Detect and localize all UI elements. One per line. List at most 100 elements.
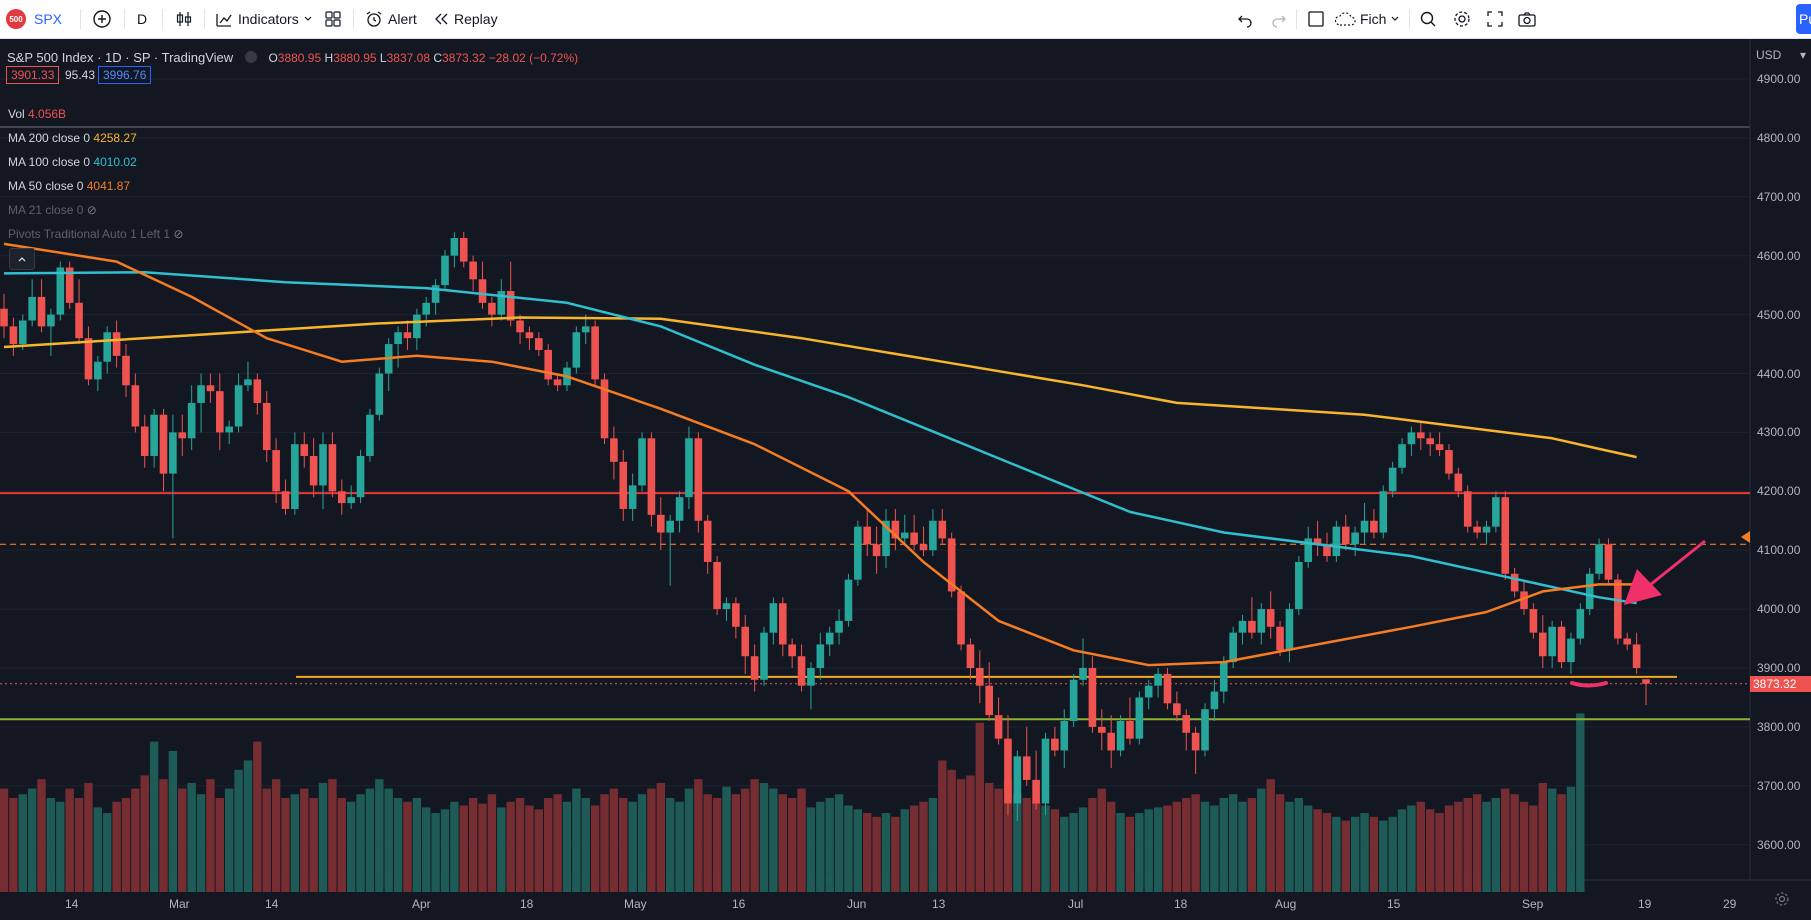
candle-body — [900, 532, 909, 539]
layout-select-button[interactable] — [1307, 0, 1325, 38]
volume-bar — [403, 801, 412, 892]
ma21-legend[interactable]: MA 21 close 0 ⊘ — [8, 203, 97, 217]
close-value: 3873.32 — [442, 51, 486, 65]
candle-body — [1238, 620, 1247, 633]
volume-legend[interactable]: Vol 4.056B — [8, 107, 66, 121]
candle-body — [619, 461, 628, 509]
volume-bar — [46, 798, 56, 892]
time-tick-label: 18 — [1174, 897, 1188, 911]
redo-button[interactable] — [1270, 0, 1288, 38]
publish-button[interactable]: Pu — [1796, 4, 1811, 34]
volume-bar — [647, 788, 656, 892]
pivots-legend[interactable]: Pivots Traditional Auto 1 Left 1 ⊘ — [8, 227, 184, 241]
candle-body — [37, 296, 46, 327]
sell-price[interactable]: 3901.33 — [6, 66, 60, 84]
replay-button[interactable]: Replay — [432, 0, 498, 38]
volume-bar — [515, 798, 525, 892]
volume-bar — [1360, 813, 1369, 892]
undo-button[interactable] — [1236, 0, 1254, 38]
price-tick-label: 4700.00 — [1757, 189, 1801, 204]
volume-bar — [412, 798, 422, 892]
volume-bar — [1435, 813, 1444, 892]
ma200-legend[interactable]: MA 200 close 0 4258.27 — [8, 131, 137, 145]
open-value: 3880.95 — [277, 51, 322, 65]
volume-bar — [18, 794, 27, 892]
fullscreen-button[interactable] — [1486, 0, 1504, 38]
volume-bar — [600, 794, 609, 892]
collapse-legend-button[interactable] — [9, 248, 35, 270]
candle-body — [882, 520, 890, 557]
buy-price[interactable]: 3996.76 — [98, 66, 152, 84]
volume-bar — [1078, 807, 1088, 892]
volume-bar — [881, 813, 891, 892]
volume-bar — [1407, 805, 1416, 892]
volume-bar — [628, 801, 637, 892]
templates-button[interactable] — [324, 0, 342, 38]
moving-average-line — [3, 242, 1637, 667]
candle-body — [112, 332, 121, 356]
save-layout-button[interactable]: Fich — [1334, 0, 1386, 38]
candle-body — [929, 520, 937, 551]
candle-body — [713, 561, 721, 610]
gear-icon — [1454, 11, 1470, 27]
layout-dropdown[interactable] — [1390, 0, 1400, 38]
candle-body — [1520, 591, 1528, 610]
volume-bar — [525, 805, 534, 892]
settings-button[interactable] — [1452, 0, 1472, 38]
candle-body — [450, 238, 459, 256]
ma100-legend[interactable]: MA 100 close 0 4010.02 — [8, 155, 137, 169]
last-price-label: 3873.32 — [1750, 675, 1811, 692]
currency-label[interactable]: USD — [1756, 48, 1782, 62]
volume-bar — [1529, 805, 1538, 892]
candle-body — [1538, 632, 1547, 657]
indicators-label: Indicators — [238, 11, 299, 27]
candle-body — [1417, 432, 1425, 439]
volume-bar — [619, 798, 628, 892]
candle-body — [1435, 444, 1444, 451]
volume-bar — [609, 788, 619, 892]
candle-body — [244, 379, 252, 386]
search-button[interactable] — [1419, 0, 1437, 38]
undo-icon — [1238, 15, 1252, 28]
hide-legend-icon[interactable] — [244, 51, 257, 63]
volume-bar — [741, 788, 750, 892]
interval-button[interactable]: D — [137, 11, 148, 27]
search-icon — [1420, 11, 1436, 27]
candle-body — [1248, 620, 1256, 633]
hidden-eye-icon[interactable]: ⊘ — [86, 203, 97, 217]
candle-body — [1567, 638, 1575, 663]
price-chart[interactable] — [0, 39, 1811, 920]
symbol-title[interactable]: S&P 500 Index · 1D · SP · TradingView — [7, 50, 234, 65]
candle-body — [1614, 579, 1622, 639]
volume-bar — [1557, 794, 1566, 892]
candle-body — [1482, 526, 1491, 533]
volume-bar — [928, 798, 938, 892]
axis-settings-button[interactable] — [1774, 891, 1790, 910]
volume-bar — [544, 798, 553, 892]
candle-body — [131, 385, 140, 427]
chevron-down-icon[interactable]: ▾ — [1800, 48, 1807, 62]
hidden-eye-icon[interactable]: ⊘ — [173, 227, 184, 241]
indicators-button[interactable]: Indicators — [214, 0, 299, 38]
indicators-dropdown[interactable] — [303, 0, 313, 38]
chart-type-button[interactable] — [174, 0, 194, 38]
alert-button[interactable]: Alert — [364, 0, 417, 38]
volume-bar — [1191, 794, 1200, 892]
volume-bar — [844, 805, 853, 892]
candle-body — [1642, 679, 1650, 684]
candle-body — [1004, 738, 1012, 804]
candle-body — [1426, 438, 1434, 445]
candle-body — [1548, 626, 1556, 657]
ma50-legend[interactable]: MA 50 close 0 4041.87 — [8, 179, 130, 193]
vol-value: 4.056B — [28, 107, 67, 121]
gear-icon — [1775, 892, 1789, 906]
candle-body — [516, 320, 524, 333]
volume-bar — [853, 809, 863, 892]
layout-name: Fich — [1360, 11, 1387, 27]
symbol-search[interactable]: 500 SPX — [6, 0, 62, 38]
snapshot-button[interactable] — [1517, 0, 1537, 38]
compare-button[interactable] — [92, 0, 112, 38]
volume-bar — [562, 801, 572, 892]
candle-body — [1454, 473, 1463, 492]
chevron-up-icon — [18, 257, 26, 262]
